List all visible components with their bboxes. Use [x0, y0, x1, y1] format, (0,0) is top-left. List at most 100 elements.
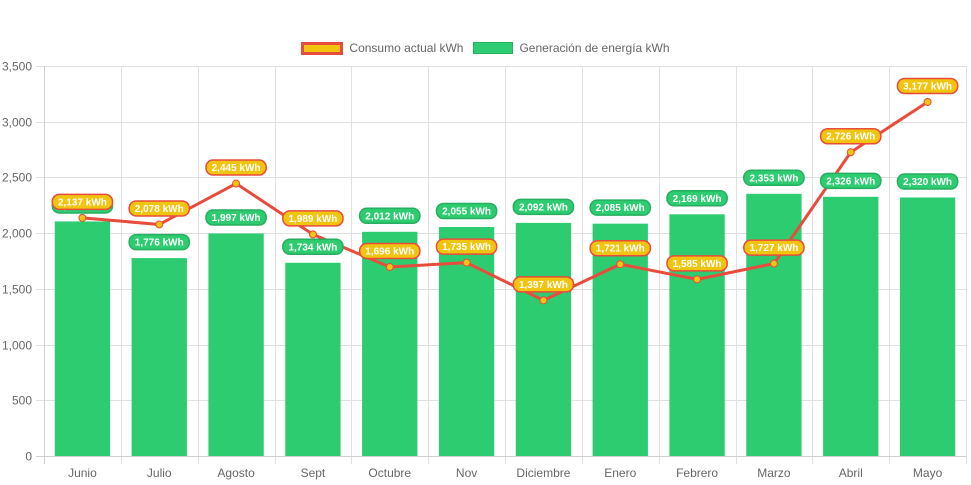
y-tick-label: 1,000 — [2, 339, 32, 353]
line-point-consumo — [308, 230, 317, 239]
line-data-label: 1,721 kWh — [596, 244, 645, 255]
line-data-label-bg — [589, 239, 652, 257]
bar-data-label: 2,326 kWh — [826, 176, 875, 187]
line-data-label: 2,137 kWh — [58, 197, 107, 208]
x-tick-label: Julio — [147, 466, 172, 480]
legend-item-consumo[interactable]: Consumo actual kWh — [301, 41, 463, 55]
legend-swatch-generacion — [473, 42, 514, 54]
x-tick-label: Sept — [301, 466, 326, 480]
bar-data-label: 2,055 kWh — [442, 207, 491, 218]
bar-data-label: 2,085 kWh — [596, 203, 645, 214]
bar-data-label: 1,997 kWh — [212, 213, 261, 224]
chart-legend: Consumo actual kWh Generación de energía… — [0, 41, 971, 55]
line-data-label: 1,397 kWh — [519, 280, 568, 291]
y-tick-label: 0 — [25, 450, 32, 464]
bar-data-label-bg — [128, 233, 191, 251]
line-data-label-bg — [128, 200, 191, 217]
line-data-label-bg — [282, 210, 344, 227]
bar-data-label: 2,353 kWh — [749, 173, 798, 184]
bar-data-label-bg — [589, 199, 652, 216]
x-tick-label: Nov — [456, 466, 477, 480]
bar-data-label: 1,734 kWh — [288, 242, 337, 253]
bar-data-label-bg — [282, 238, 344, 256]
line-data-labels: 2,137 kWh 2,078 kWh 2,445 kWh 1,989 kWh 1,69… — [51, 77, 959, 293]
bar-generacion — [515, 222, 572, 456]
bar-generacion — [899, 197, 956, 456]
y-tick-label: 500 — [12, 394, 32, 408]
line-data-label: 1,585 kWh — [673, 259, 722, 270]
legend-label-generacion: Generación de energía kWh — [519, 41, 670, 55]
x-axis: Junio Julio Agosto Sept Octubre Nov Diciembre E… — [68, 466, 943, 480]
bar-data-label-bg — [666, 190, 728, 207]
line-point-consumo — [769, 259, 778, 268]
bar-data-label: 1,776 kWh — [135, 238, 184, 249]
line-point-consumo — [462, 258, 471, 267]
bar-generacion — [131, 258, 187, 456]
y-tick-label: 3,000 — [2, 116, 32, 130]
line-data-label-bg — [512, 276, 575, 293]
line-data-label-bg — [819, 127, 882, 145]
line-data-label-bg — [666, 255, 728, 272]
bar-data-label-bg — [819, 172, 882, 190]
x-tick-label: Marzo — [757, 466, 791, 480]
line-point-consumo — [155, 220, 164, 229]
legend-swatch-consumo — [301, 41, 344, 55]
x-tick-label: Agosto — [217, 466, 255, 480]
line-data-label-bg — [205, 159, 267, 176]
y-tick-label: 3,500 — [2, 60, 32, 74]
bar-data-label-bg — [205, 209, 267, 226]
line-data-label-bg — [51, 193, 114, 211]
line-point-consumo — [539, 296, 548, 305]
x-tick-label: Diciembre — [516, 466, 570, 480]
y-tick-label: 2,000 — [2, 227, 32, 241]
line-data-label: 2,078 kWh — [135, 204, 184, 215]
bar-data-label: 2,320 kWh — [903, 177, 952, 188]
line-point-consumo — [693, 275, 702, 284]
bar-data-label-bg — [743, 169, 805, 187]
bar-data-label: 2,169 kWh — [673, 194, 722, 205]
y-tick-label: 1,500 — [2, 283, 32, 297]
x-tick-label: Enero — [604, 466, 636, 480]
bar-generacion — [592, 223, 648, 456]
bar-generacion — [54, 221, 111, 456]
line-point-consumo — [78, 213, 87, 222]
line-data-label: 1,735 kWh — [442, 242, 491, 253]
line-data-label: 1,727 kWh — [749, 243, 798, 254]
bar-data-label: 2,012 kWh — [365, 211, 414, 222]
x-tick-label: Abril — [839, 466, 863, 480]
bar-data-label-bg — [896, 173, 959, 190]
bar-generacion — [823, 196, 879, 456]
line-data-label: 2,445 kWh — [212, 163, 261, 174]
line-data-label: 1,989 kWh — [288, 214, 337, 225]
line-data-label-bg — [743, 239, 805, 256]
bar-data-label-bg — [512, 198, 575, 216]
line-point-consumo — [616, 260, 625, 269]
bar-data-label-bg — [435, 202, 498, 220]
line-data-label: 2,726 kWh — [826, 132, 875, 143]
line-data-label-bg — [435, 238, 498, 255]
bar-generacion — [208, 233, 264, 456]
legend-item-generacion[interactable]: Generación de energía kWh — [473, 41, 670, 55]
x-tick-label: Octubre — [368, 466, 411, 480]
bar-series-generacion — [54, 193, 956, 456]
bar-data-label: 2,092 kWh — [519, 202, 568, 213]
y-axis: 0 500 1,000 1,500 2,000 2,500 3,000 3,500 — [2, 60, 32, 464]
line-point-consumo — [385, 263, 394, 272]
y-tick-label: 2,500 — [2, 171, 32, 185]
legend-label-consumo: Consumo actual kWh — [349, 41, 464, 55]
bar-generacion — [669, 214, 725, 456]
line-series-consumo — [78, 97, 932, 305]
line-data-label-bg — [896, 77, 959, 95]
line-point-consumo — [923, 97, 932, 106]
line-point-consumo — [846, 148, 855, 157]
line-point-consumo — [232, 179, 241, 188]
x-tick-label: Junio — [68, 466, 97, 480]
x-tick-label: Febrero — [676, 466, 718, 480]
line-data-label: 1,696 kWh — [365, 247, 414, 258]
x-tick-label: Mayo — [913, 466, 943, 480]
line-data-label-bg — [358, 242, 421, 260]
line-data-label: 3,177 kWh — [903, 81, 952, 92]
bar-data-label-bg — [358, 207, 421, 225]
bar-generacion — [285, 262, 341, 456]
